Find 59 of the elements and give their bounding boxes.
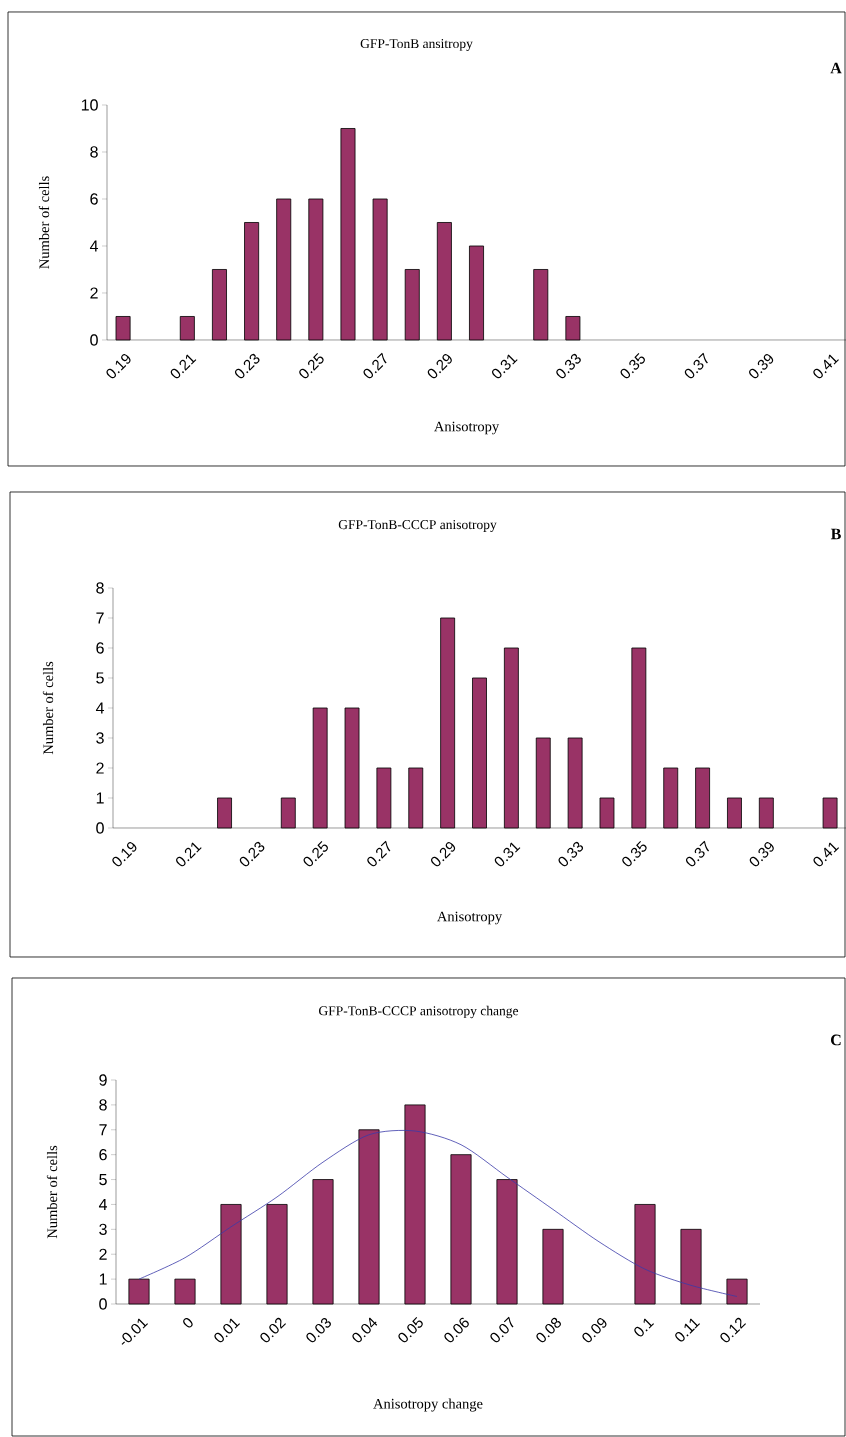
y-tick-label: 9 [99, 1074, 107, 1086]
x-tick-label: 0.01 [214, 1318, 240, 1343]
y-axis-title: Number of cells [38, 176, 50, 269]
x-tick-label: 0.21 [176, 842, 202, 867]
x-tick-label: 0.1 [634, 1318, 655, 1337]
x-tick-label: 0.31 [492, 354, 518, 379]
y-tick-label: 0 [90, 334, 98, 346]
y-tick-label: 8 [99, 1099, 107, 1111]
y-tick-label: 3 [96, 732, 104, 744]
y-tick-label: 1 [96, 792, 104, 804]
y-tick-label: 6 [96, 642, 104, 654]
y-tick-label: 2 [90, 287, 98, 299]
y-tick-label: 6 [99, 1149, 107, 1161]
x-tick-label: 0.33 [558, 841, 584, 867]
y-tick-label: 4 [98, 1198, 108, 1210]
x-axis-title: Anisotropy change [373, 1398, 483, 1412]
text: B [830, 528, 841, 540]
x-tick-label: 0.03 [306, 1317, 331, 1343]
text: A [830, 62, 842, 74]
y-tick-label: 5 [99, 1173, 107, 1186]
y-tick-label: 2 [96, 762, 104, 774]
x-tick-label: 0.11 [675, 1318, 701, 1342]
y-tick-label: 5 [96, 672, 104, 684]
x-tick-label: 0.41 [813, 354, 839, 379]
x-tick-label: 0.39 [749, 354, 774, 379]
x-tick-label: 0.31 [494, 842, 521, 867]
text: C [831, 1034, 841, 1046]
y-tick-label: 6 [90, 193, 98, 205]
x-tick-label: 0.19 [106, 354, 131, 379]
y-tick-label: 0 [99, 1298, 107, 1310]
y-tick-label: 3 [99, 1223, 107, 1235]
y-tick-label: 1 [99, 1273, 107, 1285]
y-axis-title: Number of cells [46, 1145, 58, 1239]
x-axis-title: Anisotropy [434, 421, 500, 435]
y-tick-label: 4 [89, 240, 99, 252]
chart-title: GFP-TonB ansitropy [360, 39, 473, 51]
x-tick-label: 0.09 [582, 1318, 607, 1343]
x-axis-title: Anisotropy [437, 911, 503, 925]
y-tick-label: 2 [99, 1248, 107, 1260]
x-tick-label: 0.41 [813, 842, 840, 867]
y-tick-label: 8 [90, 146, 98, 158]
x-tick-label: 0.39 [749, 842, 774, 867]
y-tick-label: 7 [99, 1124, 107, 1136]
x-tick-label: 0.23 [239, 841, 265, 867]
x-tick-label: 0.33 [556, 353, 581, 379]
x-tick-label: 0 [183, 1318, 193, 1328]
y-tick-label: 10 [81, 99, 98, 111]
y-axis-title: Number of cells [42, 661, 54, 755]
chart-title: GFP-TonB-CCCP anisotropy [338, 520, 497, 532]
x-tick-label: 0.29 [431, 842, 456, 867]
y-tick-label: 7 [96, 612, 104, 624]
y-tick-label: 0 [96, 822, 104, 834]
x-tick-label: 0.29 [427, 354, 452, 379]
x-tick-label: 0.19 [112, 842, 137, 867]
line-series [138, 1130, 738, 1297]
y-tick-label: 4 [95, 702, 105, 714]
y-tick-label: 8 [96, 582, 104, 594]
x-tick-label: 0.21 [170, 354, 197, 379]
chart-title: GFP-TonB-CCCP anisotropy change [319, 1005, 519, 1019]
